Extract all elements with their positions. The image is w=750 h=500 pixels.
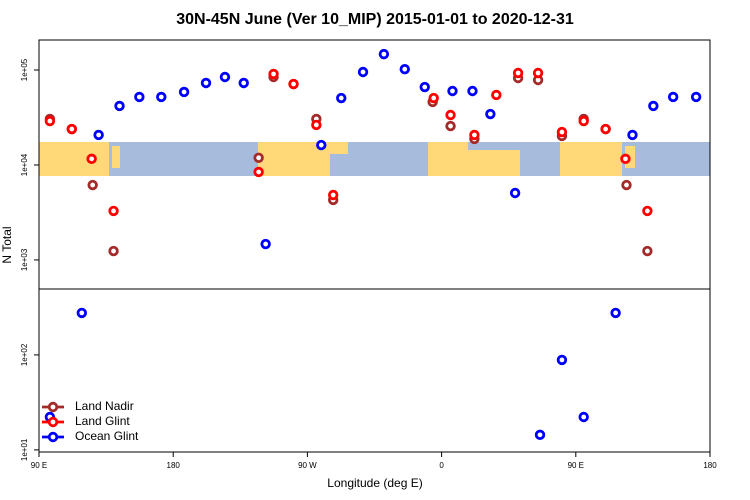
data-point [578,115,589,127]
data-point [178,86,190,98]
data-point [268,68,279,80]
data-point [200,77,212,89]
data-point [428,92,439,104]
legend-label: Land Glint [75,414,130,428]
data-point [253,166,264,178]
data-point [93,129,104,141]
data-point [419,81,430,93]
data-point [467,85,478,97]
y-tick-label: 1e+01 [20,438,29,461]
x-tick-label: 90 E [31,461,47,470]
data-point [600,123,611,135]
y-tick-label: 1e+02 [20,343,29,366]
legend-marker [47,401,59,413]
data-point [108,205,119,217]
map-strip [39,142,710,176]
data-point [667,91,679,103]
x-tick-label: 180 [167,461,181,470]
data-point [378,48,390,60]
data-point [156,91,167,103]
y-tick-label: 1e+03 [20,248,29,271]
data-point [620,153,631,165]
data-point [610,307,621,319]
data-point [621,179,632,191]
data-point [253,152,264,164]
data-point [556,354,568,366]
data-point [534,429,546,441]
data-point [485,108,496,120]
data-point [690,91,702,103]
data-point [238,77,249,89]
data-point [509,187,521,199]
data-point [648,100,659,112]
data-point [114,100,125,112]
legend-label: Ocean Glint [75,429,139,443]
legend-marker [47,416,59,428]
data-point [578,411,589,423]
x-tick-label: 0 [439,461,444,470]
data-point [336,92,347,104]
x-tick-label: 90 W [298,461,317,470]
x-tick-label: 180 [703,461,717,470]
data-point [86,153,97,165]
y-tick-label: 1e+04 [20,153,29,176]
data-point [445,120,456,132]
data-point [642,245,653,257]
data-point [399,63,410,75]
data-point [556,126,568,138]
legend-marker [47,431,59,443]
legend-label: Land Nadir [75,399,134,413]
data-point [87,179,98,191]
y-axis-label: N Total [0,226,14,263]
data-point [316,139,327,151]
y-tick-label: 1e+05 [20,58,29,81]
data-point [134,91,145,103]
x-axis-label: Longitude (deg E) [327,476,422,490]
data-point [66,123,78,135]
data-point [627,129,638,141]
data-point [327,189,339,201]
data-point [260,238,271,250]
data-point [447,85,458,97]
data-point [108,245,119,257]
data-point [445,109,456,121]
data-point [357,66,369,78]
data-point [642,205,653,217]
data-point [491,89,502,101]
data-point [532,67,544,79]
x-tick-label: 90 E [568,461,584,470]
data-point [311,119,322,131]
plot-frame [38,39,711,453]
data-point [44,115,56,127]
data-point [288,78,299,90]
data-point [76,307,87,319]
chart-title: 30N-45N June (Ver 10_MIP) 2015-01-01 to … [176,11,574,28]
data-point [512,67,524,79]
data-point [469,129,480,141]
data-point [219,71,231,83]
